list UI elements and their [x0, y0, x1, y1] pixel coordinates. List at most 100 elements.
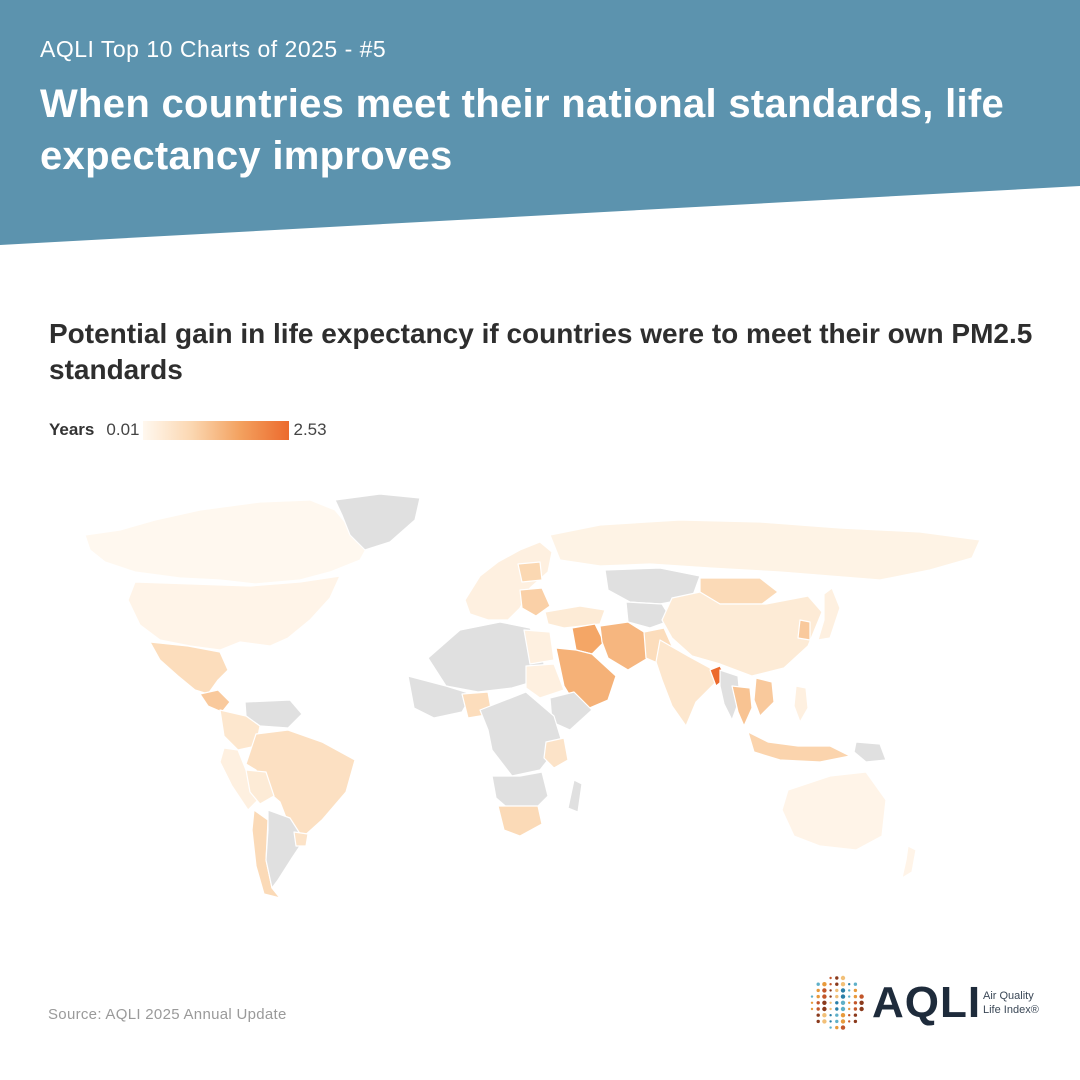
- logo-dot: [835, 1007, 839, 1011]
- logo-subtitle: Air Quality Life Index®: [983, 989, 1049, 1017]
- logo-dot: [848, 983, 851, 986]
- logo-dot: [822, 988, 827, 993]
- region-central-asia: [625, 601, 673, 629]
- logo-dot: [816, 1007, 820, 1011]
- logo-dot: [835, 1013, 839, 1017]
- logo-dot: [810, 1007, 814, 1011]
- logo-dot: [816, 1001, 820, 1005]
- region-australia: [781, 771, 887, 851]
- logo-dot: [840, 975, 846, 981]
- logo-dot: [829, 1026, 832, 1029]
- region-canada: [84, 499, 371, 585]
- region-china: [661, 591, 823, 677]
- logo-dot: [822, 982, 827, 987]
- region-southern-africa: [491, 771, 549, 811]
- region-western-europe: [464, 541, 553, 621]
- region-guatemala: [199, 689, 231, 713]
- logo-dot: [835, 982, 839, 986]
- region-uruguay: [293, 831, 309, 847]
- logo-dot: [853, 982, 858, 986]
- logo-dot: [848, 1001, 851, 1004]
- logo-dot: [829, 976, 832, 980]
- logo-dot: [840, 1006, 846, 1012]
- logo-dot: [853, 1007, 858, 1011]
- region-india: [655, 639, 719, 727]
- headline: When countries meet their national stand…: [40, 82, 1005, 178]
- kicker-label: AQLI Top 10 Charts of 2025 - #5: [40, 36, 387, 62]
- header-banner: [0, 0, 1080, 245]
- logo-dot: [840, 1025, 846, 1030]
- region-madagascar: [567, 779, 583, 813]
- logo-dot: [853, 994, 858, 999]
- logo-dot: [848, 1007, 851, 1011]
- logo-dot: [816, 994, 820, 999]
- region-bolivia: [245, 769, 275, 805]
- legend-title: Years: [49, 420, 95, 439]
- region-myanmar: [719, 669, 741, 721]
- aqli-logo: AQLI Air Quality Life Index®: [808, 974, 1048, 1034]
- region-central-africa: [479, 691, 563, 777]
- logo-dot: [840, 1019, 846, 1024]
- region-argentina: [265, 809, 305, 889]
- logo-dot: [829, 989, 832, 992]
- logo-dot: [810, 995, 814, 998]
- region-egypt: [523, 629, 555, 665]
- logo-dot: [840, 982, 846, 987]
- logo-dot: [822, 1000, 827, 1005]
- logo-dot: [829, 1020, 832, 1023]
- logo-dot: [829, 1014, 832, 1017]
- region-vietnam: [753, 677, 775, 717]
- logo-dot: [840, 988, 846, 993]
- region-iran: [599, 621, 649, 671]
- logo-dot: [829, 995, 832, 998]
- logo-dot: [822, 1019, 827, 1024]
- region-sudan: [525, 663, 565, 699]
- region-kenya: [543, 737, 569, 769]
- region-peru: [219, 747, 261, 811]
- logo-dot: [848, 989, 851, 992]
- region-iraq: [571, 623, 605, 655]
- region-united-states: [127, 575, 341, 651]
- logo-dot: [859, 1006, 864, 1012]
- legend-gradient-bar: [143, 420, 290, 440]
- region-south-korea: [797, 619, 811, 641]
- region-japan: [817, 587, 841, 641]
- logo-dot: [848, 1014, 851, 1017]
- logo-dot: [816, 1013, 820, 1017]
- region-indonesia: [747, 731, 851, 763]
- logo-dot: [822, 1013, 827, 1018]
- region-turkey: [544, 605, 606, 629]
- logo-dot: [835, 994, 839, 999]
- logo-dot: [853, 1001, 858, 1005]
- region-russia: [549, 519, 981, 581]
- logo-dot: [835, 988, 839, 993]
- logo-dot: [822, 1006, 827, 1012]
- region-north-africa: [427, 621, 547, 693]
- logo-dot: [816, 982, 820, 986]
- aqli-dots-icon: [810, 975, 864, 1030]
- logo-dot: [853, 1019, 858, 1024]
- logo-dot: [829, 1007, 832, 1011]
- logo-wordmark: AQLI: [872, 978, 982, 1027]
- logo-dot: [829, 983, 832, 986]
- logo-dot: [822, 994, 827, 999]
- region-mexico: [149, 641, 229, 695]
- logo-dot: [859, 1000, 864, 1005]
- logo-dot: [840, 1013, 846, 1018]
- logo-subtitle-line1: Air Quality: [983, 990, 1034, 1002]
- logo-dot: [835, 1025, 839, 1030]
- logo-subtitle-line2: Life Index®: [983, 1004, 1039, 1016]
- logo-dot: [853, 988, 858, 993]
- color-legend: Years 0.01 2.53: [49, 418, 327, 442]
- logo-dot: [848, 1020, 851, 1023]
- logo-dot: [859, 994, 864, 999]
- chart-title: Potential gain in life expectancy if cou…: [49, 318, 1033, 385]
- region-south-africa: [497, 805, 543, 837]
- region-thailand: [731, 685, 753, 727]
- world-map: [84, 493, 981, 899]
- region-greenland: [334, 493, 421, 551]
- region-west-africa: [407, 675, 473, 719]
- region-balkans: [519, 587, 551, 617]
- logo-dot: [840, 994, 846, 999]
- logo-dot: [816, 1019, 820, 1024]
